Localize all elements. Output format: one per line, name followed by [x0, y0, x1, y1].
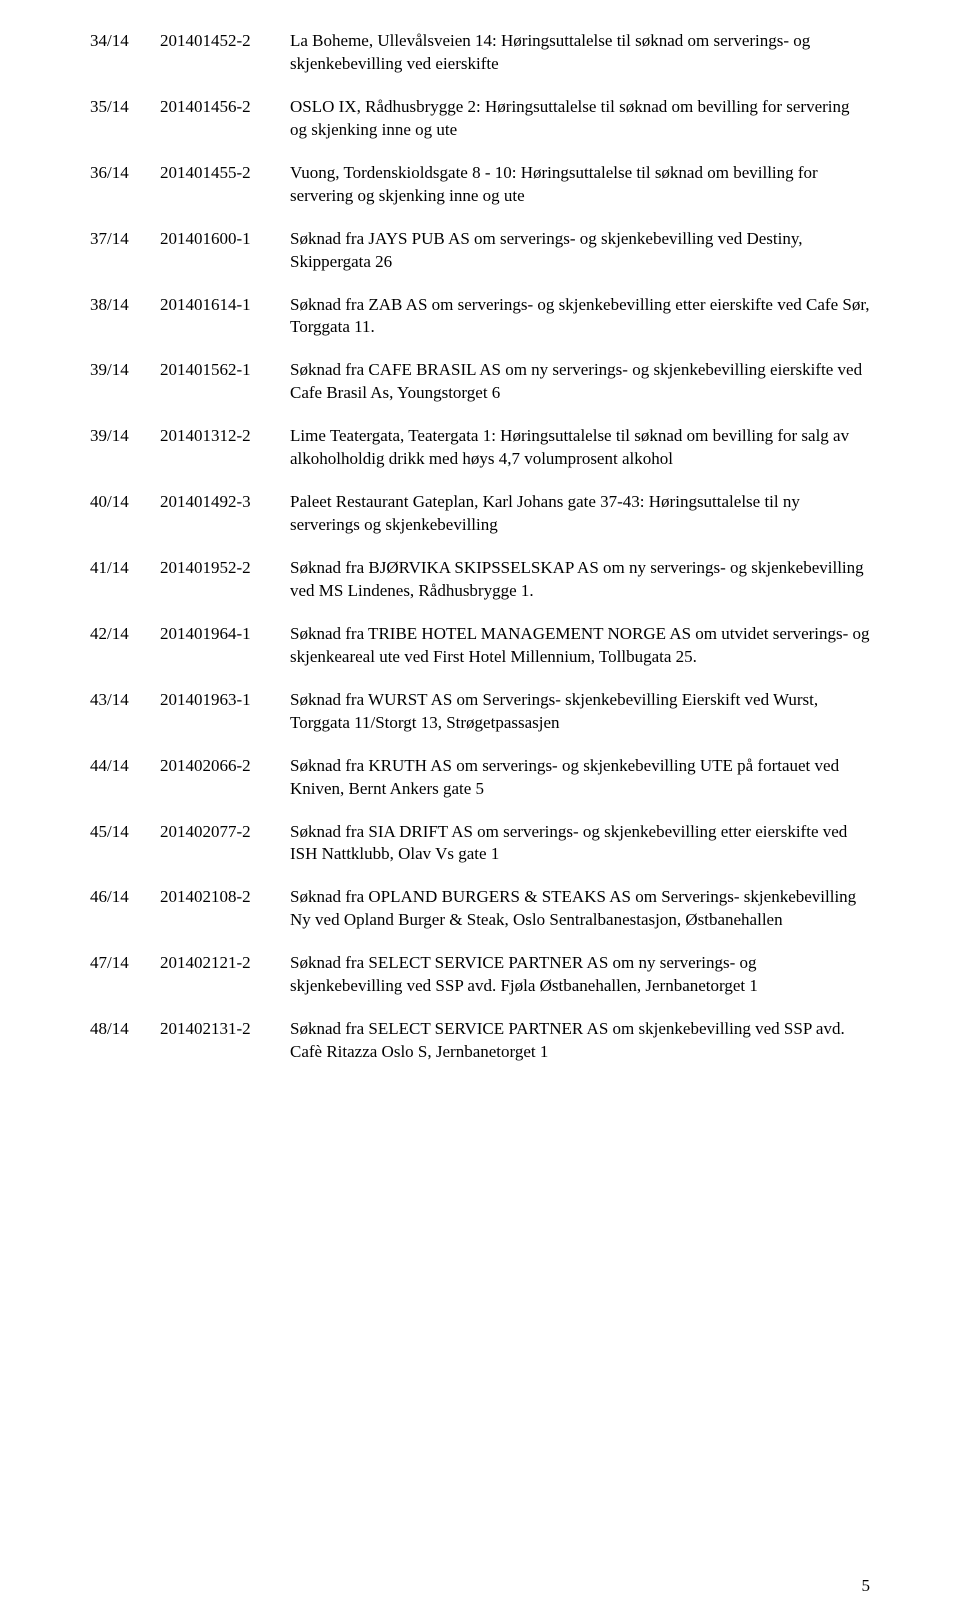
- document-page: 34/14 201401452-2 La Boheme, Ullevålsvei…: [0, 0, 960, 1623]
- row-number: 39/14: [90, 359, 160, 405]
- table-row: 44/14 201402066-2 Søknad fra KRUTH AS om…: [90, 755, 870, 801]
- table-row: 36/14 201401455-2 Vuong, Tordenskioldsga…: [90, 162, 870, 208]
- row-number: 41/14: [90, 557, 160, 603]
- row-reference: 201401456-2: [160, 96, 290, 142]
- row-number: 46/14: [90, 886, 160, 932]
- row-reference: 201401964-1: [160, 623, 290, 669]
- row-reference: 201401614-1: [160, 294, 290, 340]
- row-reference: 201402121-2: [160, 952, 290, 998]
- row-reference: 201402077-2: [160, 821, 290, 867]
- row-number: 47/14: [90, 952, 160, 998]
- row-reference: 201401963-1: [160, 689, 290, 735]
- row-description: Vuong, Tordenskioldsgate 8 - 10: Hørings…: [290, 162, 870, 208]
- row-reference: 201401312-2: [160, 425, 290, 471]
- row-reference: 201402131-2: [160, 1018, 290, 1064]
- row-reference: 201401562-1: [160, 359, 290, 405]
- row-number: 39/14: [90, 425, 160, 471]
- row-number: 45/14: [90, 821, 160, 867]
- row-reference: 201401600-1: [160, 228, 290, 274]
- row-description: OSLO IX, Rådhusbrygge 2: Høringsuttalels…: [290, 96, 870, 142]
- table-row: 41/14 201401952-2 Søknad fra BJØRVIKA SK…: [90, 557, 870, 603]
- row-reference: 201401452-2: [160, 30, 290, 76]
- row-reference: 201402066-2: [160, 755, 290, 801]
- row-number: 44/14: [90, 755, 160, 801]
- row-description: Søknad fra SIA DRIFT AS om serverings- o…: [290, 821, 870, 867]
- row-number: 43/14: [90, 689, 160, 735]
- row-description: La Boheme, Ullevålsveien 14: Høringsutta…: [290, 30, 870, 76]
- row-reference: 201401952-2: [160, 557, 290, 603]
- row-description: Søknad fra ZAB AS om serverings- og skje…: [290, 294, 870, 340]
- row-number: 42/14: [90, 623, 160, 669]
- row-description: Søknad fra TRIBE HOTEL MANAGEMENT NORGE …: [290, 623, 870, 669]
- row-description: Søknad fra WURST AS om Serverings- skjen…: [290, 689, 870, 735]
- row-number: 48/14: [90, 1018, 160, 1064]
- table-row: 35/14 201401456-2 OSLO IX, Rådhusbrygge …: [90, 96, 870, 142]
- row-description: Søknad fra KRUTH AS om serverings- og sk…: [290, 755, 870, 801]
- page-number: 5: [862, 1575, 871, 1598]
- row-number: 38/14: [90, 294, 160, 340]
- table-row: 39/14 201401562-1 Søknad fra CAFE BRASIL…: [90, 359, 870, 405]
- table-row: 45/14 201402077-2 Søknad fra SIA DRIFT A…: [90, 821, 870, 867]
- row-number: 35/14: [90, 96, 160, 142]
- row-reference: 201401492-3: [160, 491, 290, 537]
- table-row: 40/14 201401492-3 Paleet Restaurant Gate…: [90, 491, 870, 537]
- table-row: 46/14 201402108-2 Søknad fra OPLAND BURG…: [90, 886, 870, 932]
- row-reference: 201402108-2: [160, 886, 290, 932]
- row-number: 36/14: [90, 162, 160, 208]
- row-description: Lime Teatergata, Teatergata 1: Høringsut…: [290, 425, 870, 471]
- row-reference: 201401455-2: [160, 162, 290, 208]
- row-description: Søknad fra SELECT SERVICE PARTNER AS om …: [290, 1018, 870, 1064]
- row-number: 37/14: [90, 228, 160, 274]
- row-description: Søknad fra SELECT SERVICE PARTNER AS om …: [290, 952, 870, 998]
- row-description: Paleet Restaurant Gateplan, Karl Johans …: [290, 491, 870, 537]
- table-row: 43/14 201401963-1 Søknad fra WURST AS om…: [90, 689, 870, 735]
- table-row: 47/14 201402121-2 Søknad fra SELECT SERV…: [90, 952, 870, 998]
- row-description: Søknad fra JAYS PUB AS om serverings- og…: [290, 228, 870, 274]
- table-row: 48/14 201402131-2 Søknad fra SELECT SERV…: [90, 1018, 870, 1064]
- table-row: 34/14 201401452-2 La Boheme, Ullevålsvei…: [90, 30, 870, 76]
- row-number: 34/14: [90, 30, 160, 76]
- table-row: 39/14 201401312-2 Lime Teatergata, Teate…: [90, 425, 870, 471]
- table-row: 42/14 201401964-1 Søknad fra TRIBE HOTEL…: [90, 623, 870, 669]
- row-description: Søknad fra BJØRVIKA SKIPSSELSKAP AS om n…: [290, 557, 870, 603]
- table-row: 37/14 201401600-1 Søknad fra JAYS PUB AS…: [90, 228, 870, 274]
- row-description: Søknad fra OPLAND BURGERS & STEAKS AS om…: [290, 886, 870, 932]
- table-row: 38/14 201401614-1 Søknad fra ZAB AS om s…: [90, 294, 870, 340]
- row-description: Søknad fra CAFE BRASIL AS om ny serverin…: [290, 359, 870, 405]
- row-number: 40/14: [90, 491, 160, 537]
